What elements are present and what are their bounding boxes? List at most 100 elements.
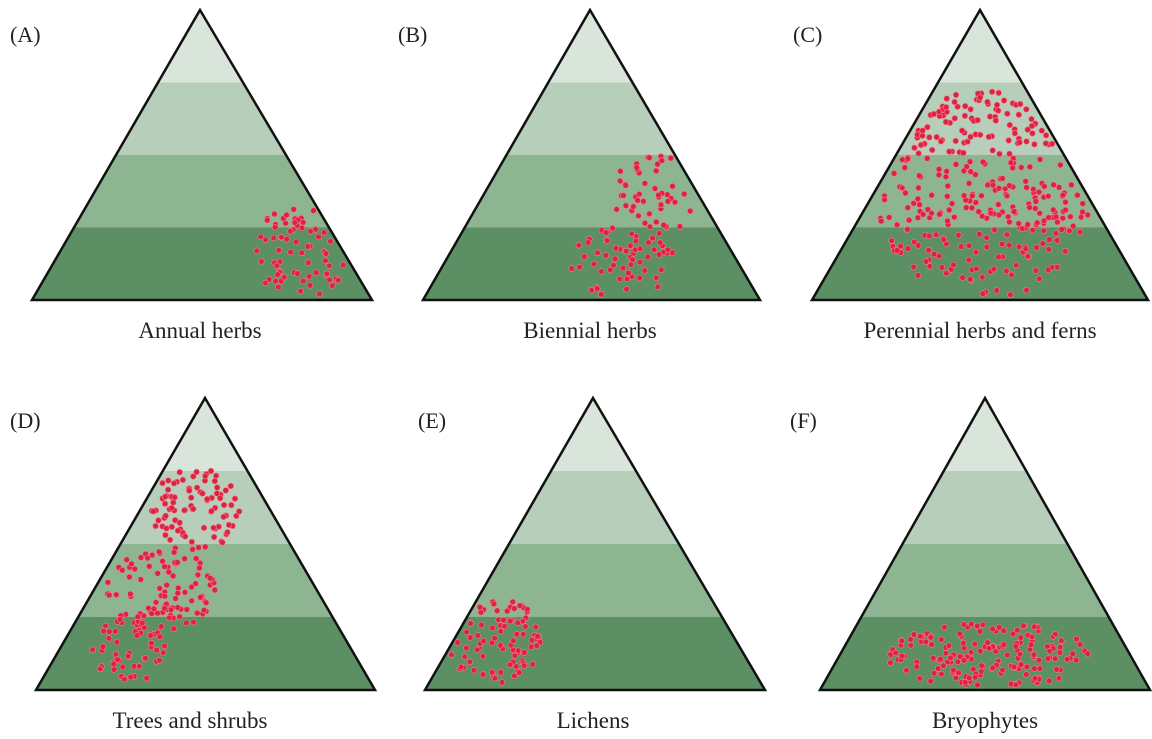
dot	[976, 628, 984, 635]
dot	[646, 223, 654, 231]
dot	[1062, 206, 1069, 214]
dot	[1030, 186, 1037, 193]
dot	[110, 666, 118, 673]
dot	[225, 521, 233, 529]
dot	[488, 639, 496, 647]
triangle-band	[820, 617, 1150, 690]
dot	[944, 193, 951, 200]
dot	[236, 508, 243, 515]
dot	[620, 192, 627, 199]
dot	[210, 524, 217, 531]
dot	[940, 662, 947, 669]
dot	[933, 133, 940, 141]
dot	[951, 98, 958, 106]
dot	[271, 210, 278, 218]
dot	[264, 217, 271, 224]
dot	[466, 658, 473, 665]
dot	[998, 240, 1006, 248]
dot	[127, 673, 134, 681]
dot	[123, 556, 130, 563]
dot	[183, 619, 190, 627]
triangle-band	[423, 10, 760, 83]
dot	[1000, 641, 1008, 648]
dot	[988, 88, 996, 96]
dot	[192, 580, 199, 587]
dot	[914, 214, 922, 221]
dot	[967, 106, 974, 113]
dot	[898, 637, 905, 645]
dot	[126, 573, 133, 581]
dot	[524, 606, 531, 613]
dot	[512, 663, 520, 670]
dot	[113, 638, 121, 646]
dot	[972, 265, 980, 273]
dot	[142, 654, 149, 662]
dot	[190, 473, 197, 480]
dot	[174, 604, 181, 611]
dot	[1035, 656, 1043, 664]
dot	[930, 669, 938, 677]
dot	[686, 207, 694, 215]
dot	[181, 589, 189, 596]
dot	[176, 613, 183, 620]
dot	[136, 663, 143, 670]
dot	[515, 669, 523, 676]
dot	[161, 642, 168, 650]
dot	[635, 212, 642, 220]
dot	[650, 246, 658, 253]
dot	[149, 551, 156, 559]
dot	[588, 287, 595, 294]
dot	[950, 261, 957, 268]
dot	[1062, 198, 1069, 206]
dot	[504, 607, 511, 615]
dot	[306, 273, 313, 280]
dot	[636, 274, 643, 282]
dot	[163, 581, 170, 589]
dot	[634, 197, 641, 204]
dot	[892, 649, 899, 656]
dot	[964, 138, 971, 145]
dot	[1039, 240, 1047, 247]
dot	[979, 621, 987, 628]
dot	[954, 658, 961, 665]
dot	[974, 681, 981, 689]
dot	[958, 127, 966, 134]
dot	[1007, 159, 1015, 166]
dot	[514, 619, 521, 626]
dot	[211, 586, 219, 594]
dot	[1023, 663, 1031, 670]
dot	[911, 238, 918, 246]
dot	[99, 643, 107, 650]
dot	[576, 263, 583, 271]
dot	[893, 247, 901, 254]
dot	[1036, 156, 1044, 163]
dot	[1057, 161, 1064, 169]
dot	[170, 480, 178, 487]
dot	[1059, 215, 1067, 222]
dot	[283, 211, 290, 219]
dot	[128, 560, 135, 568]
dot	[150, 508, 157, 515]
dot	[915, 184, 922, 192]
dot	[623, 285, 630, 293]
dot	[655, 191, 662, 199]
dot	[297, 288, 304, 295]
dot	[165, 568, 173, 576]
dot	[935, 108, 943, 116]
dot	[890, 170, 898, 177]
dot	[598, 291, 605, 298]
dot	[258, 258, 265, 265]
dot	[943, 168, 950, 175]
dot	[989, 625, 996, 633]
dot	[910, 200, 917, 207]
dot	[212, 472, 220, 479]
triangle-band	[32, 227, 372, 300]
dot	[275, 283, 282, 291]
dot	[1045, 246, 1053, 253]
dot	[489, 669, 496, 676]
dot	[995, 253, 1002, 261]
dot	[653, 218, 660, 226]
dot	[219, 539, 226, 546]
dot	[1008, 271, 1015, 279]
